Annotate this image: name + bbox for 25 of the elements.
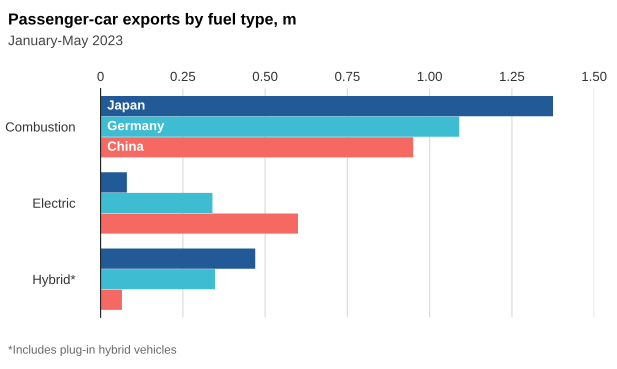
x-tick-label: 1.25 xyxy=(500,72,524,82)
bar xyxy=(100,192,212,214)
x-tick-label: 1.00 xyxy=(418,72,442,82)
y-tick-label: Hybrid* xyxy=(33,274,76,287)
series-label: China xyxy=(108,141,144,151)
bar xyxy=(100,248,256,269)
x-tick-label: 1.50 xyxy=(582,72,606,82)
chart-subtitle: January-May 2023 xyxy=(8,35,122,48)
bar xyxy=(100,116,460,137)
text: *Includes plug-in hybrid vehicles xyxy=(8,345,176,356)
bar xyxy=(100,269,216,290)
bar xyxy=(100,213,298,234)
bar xyxy=(100,96,554,116)
x-tick-label: 0.25 xyxy=(170,72,196,82)
x-tick-label: 0.50 xyxy=(252,72,278,82)
bar xyxy=(100,137,414,158)
x-tick-label: 0.75 xyxy=(335,72,360,82)
series-label: Japan xyxy=(107,100,144,112)
x-tick-label: 0 xyxy=(97,72,104,82)
bar xyxy=(100,290,122,310)
chart-title: Passenger-car exports by fuel type, m xyxy=(9,12,296,28)
bar xyxy=(100,172,127,192)
y-tick-label: Electric xyxy=(33,198,76,208)
y-tick-label: Combustion xyxy=(6,122,75,132)
series-label: Germany xyxy=(108,120,164,133)
